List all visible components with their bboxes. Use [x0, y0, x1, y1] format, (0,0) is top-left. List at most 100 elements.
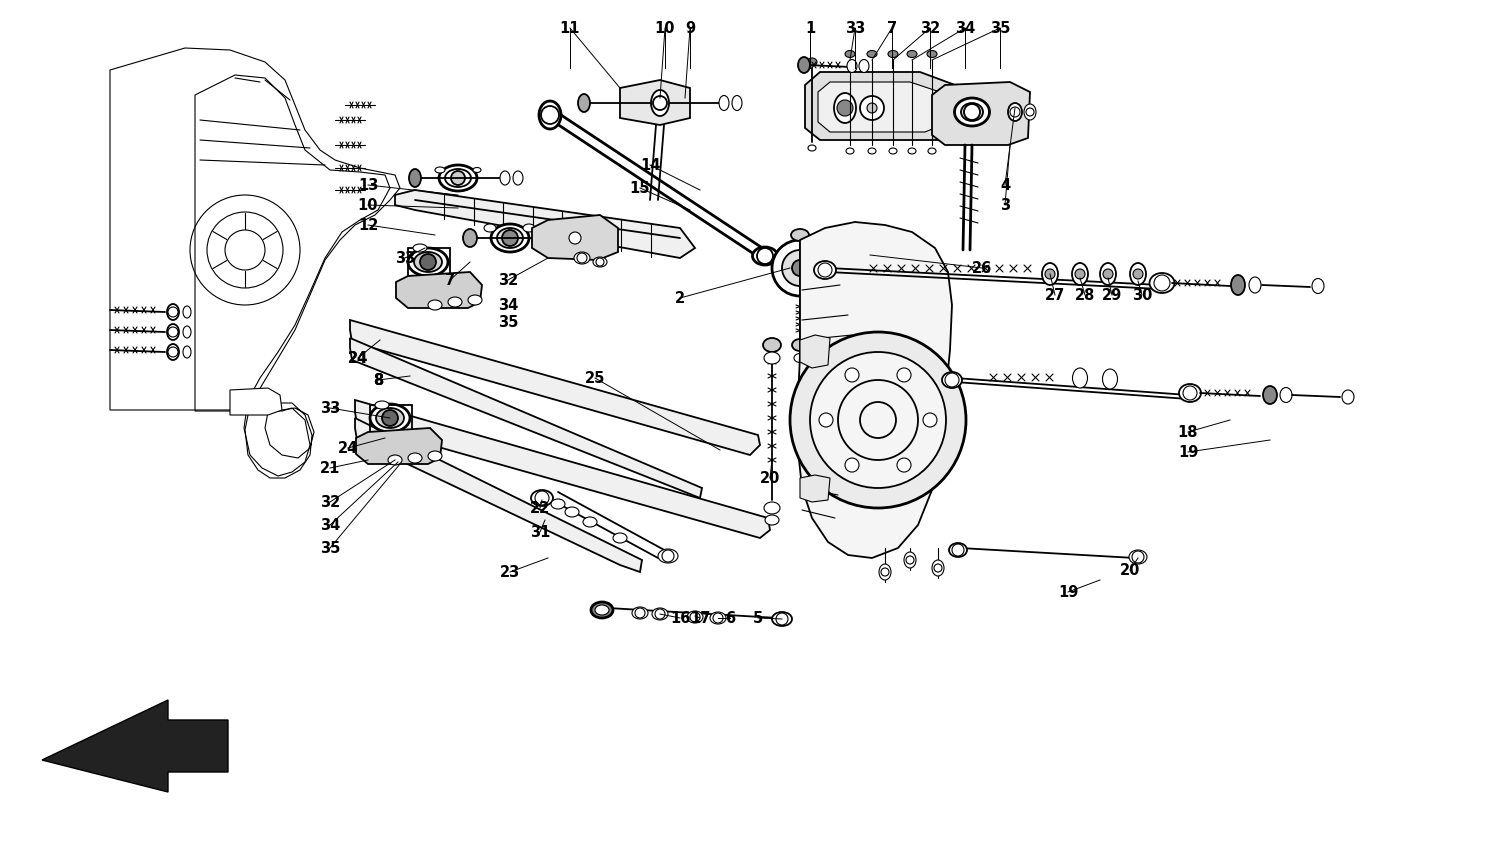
Ellipse shape	[1042, 263, 1058, 285]
Ellipse shape	[1263, 386, 1276, 404]
Ellipse shape	[413, 244, 428, 252]
Text: 8: 8	[374, 373, 382, 387]
Ellipse shape	[798, 57, 810, 73]
Ellipse shape	[183, 306, 190, 318]
Ellipse shape	[484, 224, 496, 232]
Circle shape	[776, 613, 788, 625]
Ellipse shape	[490, 224, 530, 252]
Text: 18: 18	[1178, 424, 1198, 440]
Text: 28: 28	[1076, 287, 1095, 302]
Ellipse shape	[408, 453, 422, 463]
Text: 29: 29	[1102, 287, 1122, 302]
Text: 14: 14	[640, 158, 660, 173]
Circle shape	[782, 250, 818, 286]
Text: 22: 22	[530, 501, 550, 516]
Ellipse shape	[764, 338, 782, 352]
Circle shape	[790, 332, 966, 508]
Text: 16: 16	[670, 611, 690, 625]
Circle shape	[578, 253, 586, 263]
Text: 27: 27	[1046, 287, 1065, 302]
Circle shape	[1132, 269, 1143, 279]
Text: 9: 9	[686, 20, 694, 36]
Text: 23: 23	[500, 564, 520, 579]
Circle shape	[1154, 275, 1170, 291]
Ellipse shape	[846, 148, 853, 154]
Text: 19: 19	[1058, 584, 1078, 600]
Circle shape	[772, 240, 828, 296]
Polygon shape	[356, 428, 442, 464]
Circle shape	[596, 258, 604, 266]
Text: 30: 30	[1132, 287, 1152, 302]
Ellipse shape	[591, 602, 613, 618]
Circle shape	[652, 96, 668, 110]
Ellipse shape	[652, 608, 668, 620]
Text: 33: 33	[394, 251, 416, 265]
Polygon shape	[356, 418, 642, 572]
Ellipse shape	[890, 148, 897, 154]
Text: 21: 21	[320, 461, 340, 475]
Ellipse shape	[578, 94, 590, 112]
Circle shape	[656, 609, 664, 619]
Ellipse shape	[867, 51, 877, 58]
Circle shape	[1184, 386, 1197, 400]
Polygon shape	[532, 215, 618, 260]
Ellipse shape	[183, 346, 190, 358]
Circle shape	[1132, 551, 1144, 563]
Circle shape	[810, 352, 946, 488]
Text: 26: 26	[972, 261, 992, 275]
Ellipse shape	[847, 59, 856, 73]
Text: 3: 3	[1000, 197, 1010, 213]
Ellipse shape	[614, 533, 627, 543]
Ellipse shape	[448, 297, 462, 307]
Circle shape	[1010, 107, 1020, 117]
Ellipse shape	[879, 564, 891, 580]
Ellipse shape	[538, 101, 561, 129]
Ellipse shape	[718, 96, 729, 110]
Circle shape	[837, 100, 854, 116]
Circle shape	[1026, 108, 1033, 116]
Ellipse shape	[844, 51, 855, 58]
Polygon shape	[932, 82, 1030, 145]
Circle shape	[168, 347, 178, 357]
Ellipse shape	[954, 98, 990, 126]
Ellipse shape	[790, 229, 808, 241]
Ellipse shape	[765, 515, 778, 525]
Ellipse shape	[710, 612, 726, 624]
Ellipse shape	[1250, 277, 1262, 293]
Ellipse shape	[496, 228, 523, 248]
Polygon shape	[356, 400, 770, 538]
Text: 15: 15	[630, 180, 651, 196]
Ellipse shape	[792, 339, 808, 351]
Polygon shape	[800, 335, 830, 368]
Ellipse shape	[592, 257, 608, 267]
Ellipse shape	[807, 58, 818, 66]
Text: 7: 7	[446, 273, 454, 287]
Ellipse shape	[446, 169, 471, 187]
Ellipse shape	[908, 51, 916, 58]
Circle shape	[503, 230, 518, 246]
Ellipse shape	[427, 300, 442, 310]
Text: 4: 4	[1000, 178, 1010, 192]
Ellipse shape	[584, 517, 597, 527]
Polygon shape	[230, 388, 282, 415]
Polygon shape	[42, 700, 228, 792]
Circle shape	[690, 612, 700, 622]
Ellipse shape	[410, 169, 422, 187]
Ellipse shape	[550, 499, 566, 509]
Polygon shape	[396, 272, 482, 308]
Polygon shape	[806, 72, 958, 140]
Text: 32: 32	[920, 20, 940, 36]
Text: 20: 20	[1120, 562, 1140, 578]
Ellipse shape	[908, 148, 916, 154]
Polygon shape	[350, 338, 702, 498]
Ellipse shape	[1072, 263, 1088, 285]
Text: 25: 25	[585, 370, 604, 385]
Polygon shape	[798, 222, 952, 558]
Circle shape	[844, 368, 859, 382]
Text: 7: 7	[886, 20, 897, 36]
Ellipse shape	[834, 93, 856, 123]
Text: 1: 1	[806, 20, 814, 36]
Text: 19: 19	[1178, 445, 1198, 460]
Circle shape	[568, 232, 580, 244]
Text: 2: 2	[675, 291, 686, 306]
